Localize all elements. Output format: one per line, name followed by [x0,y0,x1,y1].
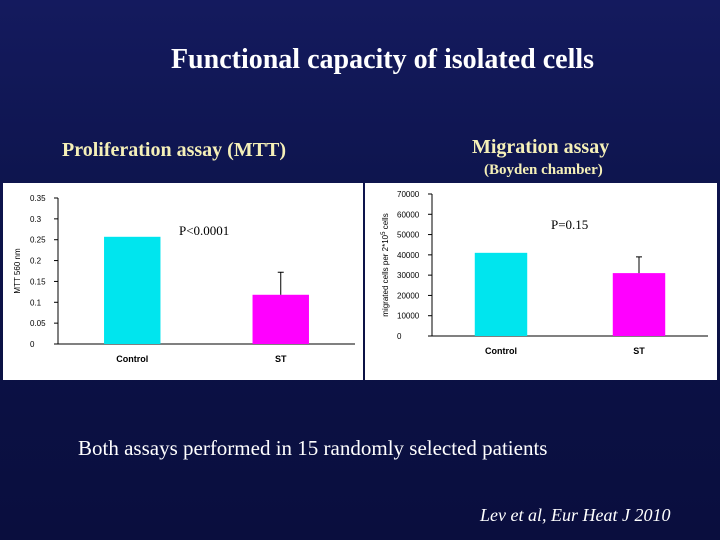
migration-bar-chart: 0 10000 20000 30000 40000 50000 60000 70000 Cont… [365,183,717,380]
migration-assay-title: Migration assay [472,136,610,158]
x-tick-label: Control [116,354,148,364]
y-tick-label: 20000 [397,291,420,300]
y-tick-label: 50000 [397,231,420,240]
y-tick-label: 0.15 [30,277,46,286]
y-tick-label: 60000 [397,210,420,219]
citation: Lev et al, Eur Heat J 2010 [480,505,671,525]
x-tick-label: ST [633,346,645,356]
y-tick-label: 0.35 [30,194,46,203]
bar-control [104,236,161,344]
y-tick-label: 30000 [397,271,420,280]
x-tick-label: Control [485,346,517,356]
y-tick-label: 0 [30,340,35,349]
y-tick-label: 0.05 [30,319,46,328]
y-tick-label: 0.1 [30,298,42,307]
proliferation-assay-title: Proliferation assay (MTT) [62,139,287,161]
bar-control [474,252,528,336]
mtt-chart-svg: 0 0.05 0.1 0.15 0.2 0.25 0.3 0.35 Control ST P<0.0… [13,194,355,364]
mtt-bar-chart: 0 0.05 0.1 0.15 0.2 0.25 0.3 0.35 Control ST P<0.0… [3,183,363,380]
bar-st [612,273,666,336]
y-axis-title: migrated cells per 2*105 cells [381,213,390,316]
p-value-annotation: P<0.0001 [179,223,229,238]
y-tick-label: 0.25 [30,236,46,245]
y-tick-label: 0.2 [30,257,42,266]
y-tick-label: 40000 [397,251,420,260]
y-axis-title: MTT 560 nm [13,248,22,294]
x-tick-label: ST [275,354,287,364]
y-tick-label: 70000 [397,190,420,199]
y-tick-label: 0 [397,332,402,341]
y-tick-label: 10000 [397,312,420,321]
footnote: Both assays performed in 15 randomly sel… [78,436,548,460]
p-value-annotation: P=0.15 [551,217,588,232]
slide-title: Functional capacity of isolated cells [170,44,595,75]
migration-chart-svg: 0 10000 20000 30000 40000 50000 60000 70000 Cont… [381,190,708,356]
bar-st [252,294,309,344]
y-tick-label: 0.3 [30,215,42,224]
migration-assay-subtitle: (Boyden chamber) [484,162,603,178]
